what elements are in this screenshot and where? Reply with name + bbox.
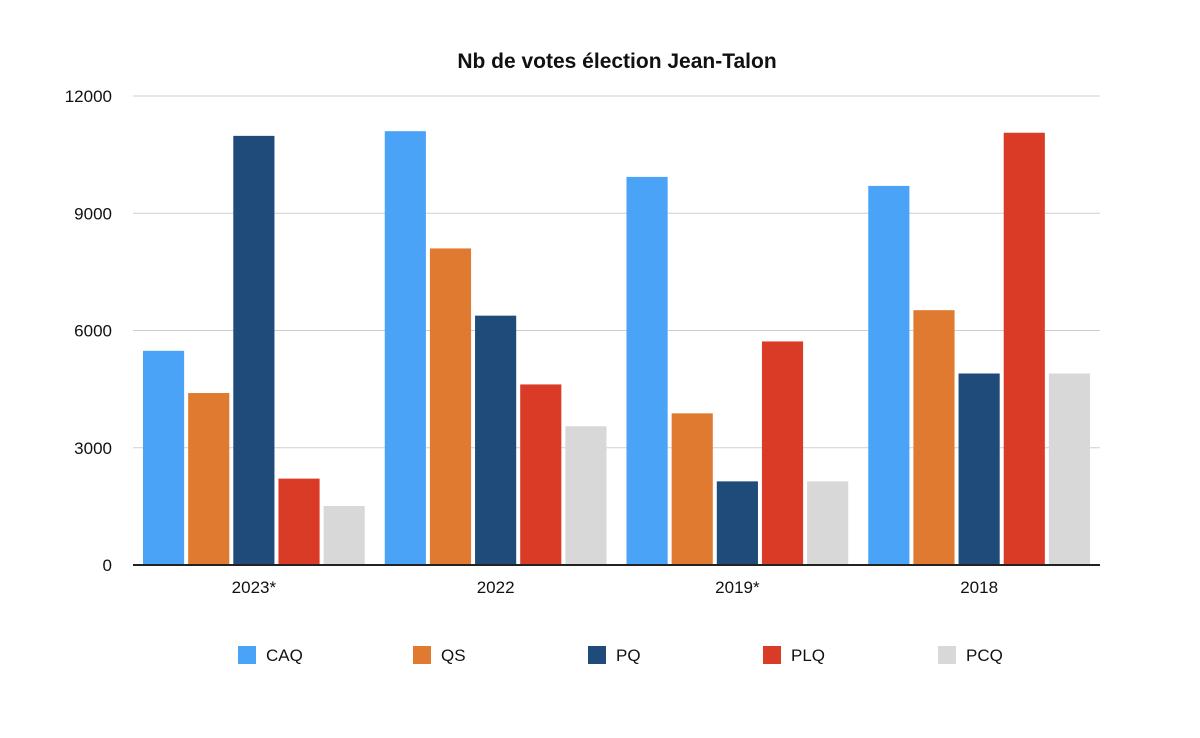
y-tick-label: 6000 bbox=[74, 322, 112, 341]
legend-label-qs: QS bbox=[441, 646, 466, 665]
x-tick-label: 2019* bbox=[715, 578, 760, 597]
bar-pcq-2019-star bbox=[807, 481, 849, 565]
y-tick-label: 12000 bbox=[65, 87, 112, 106]
bars bbox=[143, 131, 1090, 566]
bar-plq-2019-star bbox=[761, 341, 804, 565]
x-axis-ticks: 2023* 2022 2019* 2018 bbox=[232, 578, 998, 597]
bar-pcq-2018 bbox=[1048, 373, 1090, 565]
legend-label-pcq: PCQ bbox=[966, 646, 1003, 665]
bar-qs-2019-star bbox=[671, 413, 713, 565]
y-tick-label: 3000 bbox=[74, 439, 112, 458]
bar-caq-2019-star bbox=[626, 176, 668, 565]
y-axis-ticks: 0 3000 6000 9000 12000 bbox=[65, 87, 112, 575]
legend: CAQ QS PQ PLQ PCQ bbox=[238, 646, 1003, 665]
gridlines bbox=[133, 95, 1100, 449]
bar-qs-2023-star bbox=[188, 393, 230, 565]
bar-pcq-2023-star bbox=[323, 505, 365, 565]
bar-qs-2022 bbox=[429, 248, 472, 566]
y-tick-label: 9000 bbox=[74, 204, 112, 223]
x-tick-label: 2018 bbox=[960, 578, 998, 597]
bar-plq-2022 bbox=[520, 384, 562, 565]
legend-label-caq: CAQ bbox=[266, 646, 303, 665]
x-tick-label: 2022 bbox=[477, 578, 515, 597]
bar-caq-2023-star bbox=[143, 350, 185, 565]
chart-title: Nb de votes élection Jean-Talon bbox=[457, 50, 776, 73]
legend-swatch-plq bbox=[763, 646, 781, 664]
bar-caq-2018 bbox=[868, 185, 910, 565]
legend-label-pq: PQ bbox=[616, 646, 641, 665]
legend-swatch-pq bbox=[588, 646, 606, 664]
legend-label-plq: PLQ bbox=[791, 646, 825, 665]
bar-pq-2019-star bbox=[716, 481, 758, 565]
bar-pcq-2022 bbox=[565, 426, 607, 565]
bar-qs-2018 bbox=[913, 310, 955, 565]
legend-swatch-caq bbox=[238, 646, 256, 664]
bar-plq-2023-star bbox=[278, 478, 320, 565]
x-tick-label: 2023* bbox=[232, 578, 277, 597]
bar-pq-2023-star bbox=[233, 135, 275, 566]
bar-plq-2018 bbox=[1003, 132, 1045, 565]
y-tick-label: 0 bbox=[103, 556, 112, 575]
bar-pq-2018 bbox=[958, 373, 1000, 565]
legend-swatch-qs bbox=[413, 646, 431, 664]
bar-pq-2022 bbox=[475, 315, 517, 565]
legend-swatch-pcq bbox=[938, 646, 956, 664]
bar-caq-2022 bbox=[384, 131, 426, 566]
